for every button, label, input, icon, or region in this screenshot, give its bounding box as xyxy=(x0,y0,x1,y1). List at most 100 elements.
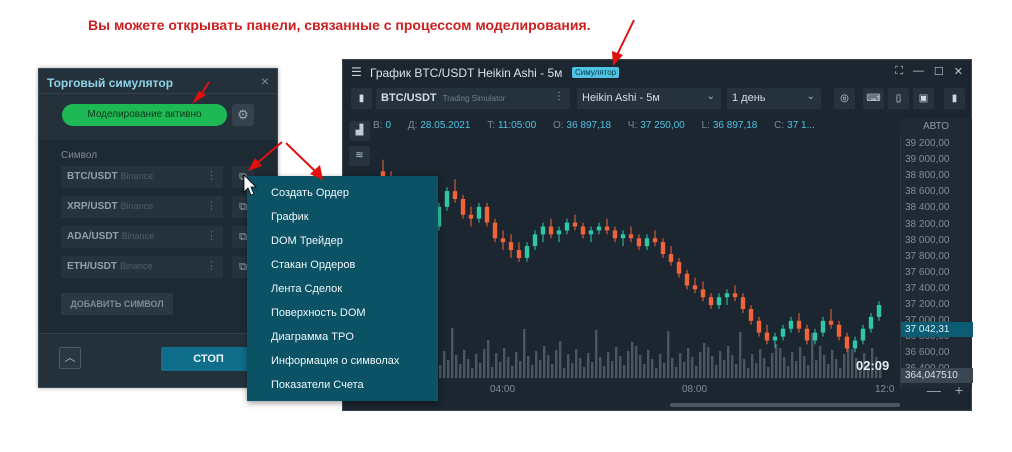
candle-body xyxy=(468,214,474,219)
candle-body xyxy=(740,297,746,309)
stop-button[interactable]: СТОП xyxy=(161,347,256,371)
panel-toggle-icon[interactable]: ▮ xyxy=(944,88,965,109)
candle-body xyxy=(588,230,594,235)
candle-body xyxy=(644,238,650,247)
volume-bar xyxy=(447,360,450,378)
chart-bars-icon[interactable]: ▟ xyxy=(349,121,370,141)
symbol-exchange: Binance xyxy=(120,171,154,181)
candle-body xyxy=(788,320,794,329)
ohlc-value: 36 897,18 xyxy=(712,120,758,131)
price-tick: 37 800,00 xyxy=(905,250,950,262)
candle-body xyxy=(820,320,826,333)
candle-body xyxy=(844,336,850,349)
menu-item-symbol-info[interactable]: Информация о символах xyxy=(271,355,400,367)
chart-window: ☰ График BTC/USDT Heikin Ashi - 5м Симул… xyxy=(342,59,973,411)
volume-bar xyxy=(695,366,698,378)
chart-type-select[interactable]: Heikin Ashi - 5м ⌄ xyxy=(577,88,721,109)
menu-item-dom-surface[interactable]: Поверхность DOM xyxy=(271,307,366,319)
price-tick: 39 200,00 xyxy=(905,138,950,149)
layers-icon[interactable]: ≋ xyxy=(349,146,370,166)
symbol-row-xrp[interactable]: XRP/USDT Binance ⋮ xyxy=(61,196,223,218)
auto-scale-label[interactable]: АВТО xyxy=(900,118,972,136)
time-tick: 08:00 xyxy=(682,384,708,395)
volume-bar xyxy=(863,353,866,378)
volume-bar xyxy=(535,351,538,378)
volume-bar xyxy=(747,368,750,378)
menu-item-time-and-sales[interactable]: Лента Сделок xyxy=(271,283,343,295)
candle-body xyxy=(492,222,498,239)
more-icon[interactable]: ⋮ xyxy=(206,260,217,272)
candle-body xyxy=(796,320,802,329)
fullscreen-icon[interactable]: ⛶ xyxy=(895,65,903,77)
zoom-out-icon[interactable]: — xyxy=(926,382,941,398)
volume-bar xyxy=(719,351,722,378)
mouse-icon[interactable]: ▯ xyxy=(888,88,909,109)
add-symbol-button[interactable]: ДОБАВИТЬ СИМВОЛ xyxy=(61,293,173,315)
symbol-name: ETH/USDT Binance xyxy=(67,261,153,272)
volume-bar xyxy=(839,368,842,378)
candle-body xyxy=(804,328,810,341)
volume-bar xyxy=(607,352,610,378)
more-icon[interactable]: ⋮ xyxy=(206,170,217,182)
symbol-exchange: Binance xyxy=(121,231,155,241)
price-tick: 39 000,00 xyxy=(905,154,950,166)
horizontal-scrollbar[interactable] xyxy=(670,403,900,407)
simulation-active-button[interactable]: Моделирование активно xyxy=(62,104,227,126)
window-controls: ⛶ — ☐ ✕ xyxy=(895,65,963,78)
candle-body xyxy=(556,230,562,235)
maximize-icon[interactable]: ☐ xyxy=(933,66,944,78)
chart-type-value: Heikin Ashi - 5м xyxy=(582,92,660,104)
volume-bar xyxy=(775,344,778,378)
symbol-selector[interactable]: BTC/USDT Trading Simulator ⋮ xyxy=(376,88,570,109)
time-tick: 04:00 xyxy=(490,384,516,395)
close-icon[interactable]: ✕ xyxy=(953,66,963,78)
menu-item-tpo-chart[interactable]: Диаграмма TPO xyxy=(271,331,354,343)
minimize-icon[interactable]: — xyxy=(912,65,924,77)
volume-bar xyxy=(619,356,622,378)
hamburger-menu-icon[interactable]: ☰ xyxy=(351,65,362,79)
menu-item-dom-trader[interactable]: DOM Трейдер xyxy=(271,235,343,247)
chevron-up-icon[interactable]: ︿ xyxy=(59,347,81,369)
volume-bar xyxy=(599,357,602,378)
volume-bar xyxy=(495,353,498,378)
volume-bar xyxy=(755,363,758,378)
volume-bar xyxy=(663,363,666,378)
candle-body xyxy=(580,226,586,235)
price-tick: 38 200,00 xyxy=(905,218,950,230)
symbol-row-eth[interactable]: ETH/USDT Binance ⋮ xyxy=(61,256,223,278)
indicator-icon[interactable]: ◎ xyxy=(834,88,855,109)
period-value: 1 день xyxy=(732,92,766,104)
volume-bar xyxy=(655,368,658,378)
menu-item-account-metrics[interactable]: Показатели Счета xyxy=(271,379,364,391)
candlestick-chart[interactable] xyxy=(375,140,895,386)
toolbar-settings-icon[interactable]: ▣ xyxy=(913,88,934,109)
zoom-in-icon[interactable]: + xyxy=(954,382,963,398)
symbol-exchange: Binance xyxy=(120,261,153,271)
volume-bar xyxy=(475,354,478,378)
candle-body xyxy=(836,324,842,337)
more-icon[interactable]: ⋮ xyxy=(206,230,217,242)
volume-bar xyxy=(855,358,858,378)
symbol-row-ada[interactable]: ADA/USDT Binance ⋮ xyxy=(61,226,223,248)
more-icon[interactable]: ⋮ xyxy=(206,200,217,212)
price-tick: 38 800,00 xyxy=(905,170,950,182)
candle-body xyxy=(660,242,666,254)
sidebar-toggle-icon[interactable]: ▮ xyxy=(351,88,372,109)
close-icon[interactable]: × xyxy=(260,73,269,89)
source-label: Trading Simulator xyxy=(442,94,506,103)
menu-item-chart[interactable]: График xyxy=(271,211,309,223)
volume-bar xyxy=(507,357,510,378)
volume-bar xyxy=(603,366,606,378)
menu-item-create-order[interactable]: Создать Ордер xyxy=(271,187,349,199)
symbol-section: Символ BTC/USDT Binance ⋮ ⧉ XRP/USDT Binan… xyxy=(39,140,277,333)
candle-body xyxy=(676,261,682,274)
menu-item-order-book[interactable]: Стакан Ордеров xyxy=(271,259,356,271)
keyboard-icon[interactable]: ⌨ xyxy=(863,88,884,109)
period-select[interactable]: 1 день ⌄ xyxy=(727,88,821,109)
ohlc-value: 36 897,18 xyxy=(566,120,612,131)
gear-icon[interactable]: ⚙ xyxy=(232,104,254,126)
symbol-row-btc[interactable]: BTC/USDT Binance ⋮ xyxy=(61,166,223,188)
volume-bar xyxy=(759,349,762,378)
